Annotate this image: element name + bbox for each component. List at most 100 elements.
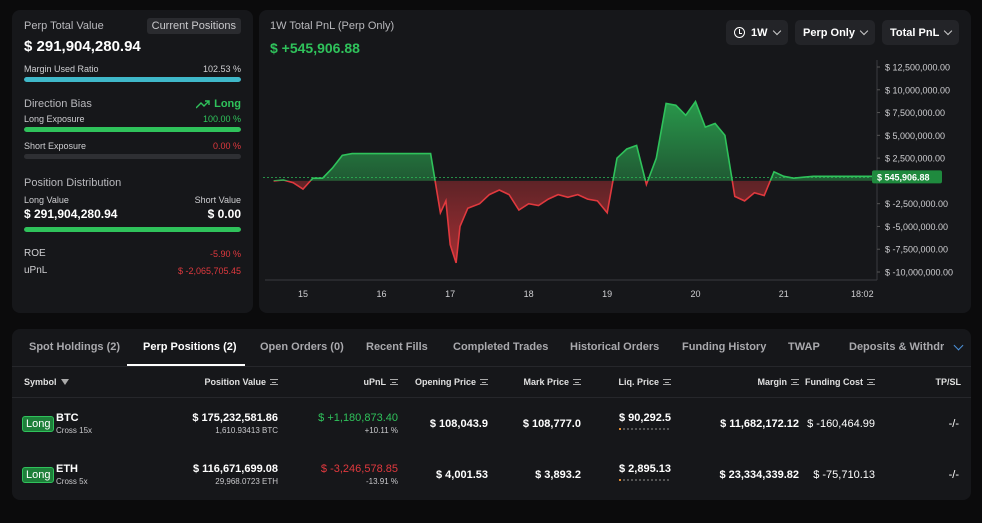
- current-positions-button[interactable]: Current Positions: [146, 18, 241, 34]
- leverage-label: Cross 15x: [56, 426, 93, 435]
- margin-used-ratio-value: 102.53 %: [202, 64, 241, 74]
- short-value: $ 0.00: [207, 207, 241, 221]
- liq-price-cell: $ 90,292.5: [619, 412, 671, 430]
- mark-price: $ 3,893.2: [535, 469, 581, 481]
- positions-tabs: Spot Holdings (2) Perp Positions (2) Ope…: [12, 329, 971, 367]
- tab-historical-orders[interactable]: Historical Orders: [570, 341, 660, 353]
- sort-icon[interactable]: [573, 379, 581, 385]
- metric-dropdown-value: Total PnL: [890, 26, 940, 39]
- position-distribution-bar: [24, 227, 241, 232]
- side-badge: Long: [22, 467, 55, 483]
- col-mark-price[interactable]: Mark Price: [523, 377, 581, 387]
- pnl-area-negative: [273, 180, 873, 263]
- direction-bias-text: Long: [214, 98, 241, 110]
- col-liq-price[interactable]: Liq. Price: [618, 377, 671, 387]
- col-upnl[interactable]: uPnL: [363, 377, 398, 387]
- tab-spot-holdings[interactable]: Spot Holdings (2): [29, 341, 121, 353]
- roe-value: -5.90 %: [209, 248, 241, 259]
- account-summary-panel: Perp Total Value Current Positions $ 291…: [12, 10, 253, 313]
- x-tick-label: 20: [690, 289, 700, 299]
- tab-twap[interactable]: TWAP: [788, 341, 820, 353]
- long-value-label: Long Value: [24, 195, 69, 205]
- position-value-cell: $ 175,232,581.86 1,610.93413 BTC: [192, 412, 278, 435]
- position-size: 1,610.93413 BTC: [215, 426, 278, 435]
- positions-panel: Spot Holdings (2) Perp Positions (2) Ope…: [12, 329, 971, 500]
- pnl-area-positive: [273, 101, 873, 181]
- tab-deposits-withdraw[interactable]: Deposits & Withdraw: [849, 341, 944, 353]
- long-exposure-bar: [24, 127, 241, 132]
- sort-icon[interactable]: [791, 379, 799, 385]
- liq-price-cell: $ 2,895.13: [619, 463, 671, 481]
- pnl-line-positive: [273, 99, 873, 181]
- col-upnl-label: uPnL: [363, 377, 387, 387]
- table-row[interactable]: Long ETH Cross 5x $ 116,671,699.08 29,96…: [12, 457, 971, 495]
- x-tick-label: 17: [445, 289, 455, 299]
- sort-icon[interactable]: [480, 379, 488, 385]
- margin-used-ratio-label: Margin Used Ratio: [24, 64, 99, 74]
- chevron-down-icon: [772, 26, 781, 36]
- margin-value: $ 23,334,339.82: [719, 469, 799, 481]
- short-exposure-bar: [24, 154, 241, 159]
- direction-bias-value: Long: [196, 98, 241, 110]
- current-pnl-badge: [872, 170, 942, 184]
- tab-funding-history[interactable]: Funding History: [682, 341, 767, 353]
- trend-up-icon: [196, 99, 210, 108]
- chevron-down-icon: [859, 26, 869, 36]
- upnl-value: $ -3,246,578.85: [320, 463, 398, 475]
- tab-open-orders[interactable]: Open Orders (0): [260, 341, 344, 353]
- x-tick-label: 16: [376, 289, 386, 299]
- chevron-down-icon[interactable]: [953, 340, 964, 351]
- position-value: $ 175,232,581.86: [192, 412, 278, 424]
- pnl-chart: $ 12,500,000.00 $ 10,000,000.00 $ 7,500,00…: [263, 60, 953, 299]
- opening-price: $ 4,001.53: [436, 469, 488, 481]
- table-row[interactable]: Long BTC Cross 15x $ 175,232,581.86 1,61…: [12, 406, 971, 444]
- tab-perp-positions[interactable]: Perp Positions (2): [143, 341, 237, 353]
- col-position-value[interactable]: Position Value: [204, 377, 278, 387]
- y-tick-label: $ -10,000,000.00: [885, 268, 953, 278]
- sort-icon[interactable]: [663, 379, 671, 385]
- table-header: Symbol Position Value uPnL Opening Price…: [12, 367, 971, 398]
- scope-dropdown[interactable]: Perp Only: [795, 20, 875, 45]
- active-tab-indicator: [127, 364, 245, 366]
- x-tick-label: 21: [779, 289, 789, 299]
- pnl-line-negative: [273, 180, 772, 264]
- x-tick-label: 18:02: [851, 289, 874, 299]
- symbol-cell: ETH Cross 5x: [56, 463, 88, 486]
- long-exposure-value: 100.00 %: [202, 114, 241, 124]
- y-tick-label: $ -7,500,000.00: [885, 245, 948, 255]
- upnl-label: uPnL: [24, 265, 48, 276]
- col-margin-label: Margin: [757, 377, 787, 387]
- funding-cost: $ -160,464.99: [807, 418, 875, 430]
- upnl-value: $ +1,180,873.40: [318, 412, 398, 424]
- short-exposure-value: 0.00 %: [212, 141, 241, 151]
- chart-title: 1W Total PnL (Perp Only): [270, 20, 395, 32]
- col-symbol-label: Symbol: [24, 377, 57, 387]
- x-tick-label: 18: [524, 289, 534, 299]
- tpsl-value[interactable]: -/-: [948, 418, 959, 430]
- tab-completed-trades[interactable]: Completed Trades: [453, 341, 549, 353]
- chart-pnl-value: $ +545,906.88: [270, 40, 360, 56]
- col-symbol[interactable]: Symbol: [24, 377, 69, 387]
- metric-dropdown[interactable]: Total PnL: [882, 20, 960, 45]
- filter-icon[interactable]: [60, 379, 69, 385]
- upnl-cell: $ +1,180,873.40 +10.11 %: [318, 412, 398, 435]
- sort-icon[interactable]: [270, 379, 278, 385]
- y-tick-label: $ 10,000,000.00: [885, 85, 950, 95]
- period-dropdown[interactable]: 1W: [726, 20, 788, 45]
- col-opening-price[interactable]: Opening Price: [415, 377, 488, 387]
- upnl-percent: +10.11 %: [364, 426, 398, 435]
- y-tick-label: $ 7,500,000.00: [885, 108, 945, 118]
- col-tpsl: TP/SL: [935, 377, 961, 387]
- tpsl-value[interactable]: -/-: [948, 469, 959, 481]
- col-funding-cost-label: Funding Cost: [805, 377, 863, 387]
- sort-icon[interactable]: [867, 379, 875, 385]
- x-tick-label: 15: [298, 289, 308, 299]
- symbol-name: BTC: [56, 412, 79, 424]
- tab-recent-fills[interactable]: Recent Fills: [366, 341, 428, 353]
- col-margin[interactable]: Margin: [757, 377, 799, 387]
- leverage-label: Cross 5x: [56, 477, 88, 486]
- col-funding-cost[interactable]: Funding Cost: [805, 377, 875, 387]
- roe-label: ROE: [24, 248, 46, 259]
- sort-icon[interactable]: [390, 379, 398, 385]
- pnl-chart-panel: $ 12,500,000.00 $ 10,000,000.00 $ 7,500,00…: [259, 10, 971, 313]
